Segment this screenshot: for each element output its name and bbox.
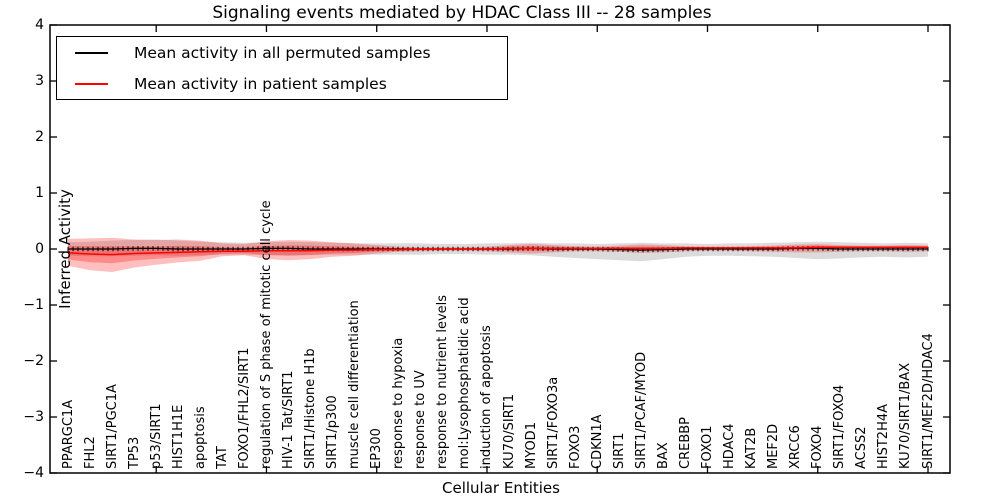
y-tick-label: −2 (23, 353, 44, 369)
x-tick-entity-label: HIST1H1E (170, 404, 186, 469)
x-tick-entity-label: EP300 (369, 428, 385, 469)
x-tick-entity-label: KU70/SIRT1/BAX (898, 362, 914, 469)
x-tick-entity-label: MYOD1 (523, 422, 539, 469)
x-tick-entity-label: HDAC4 (722, 423, 738, 469)
legend-item-permuted: Mean activity in all permuted samples (57, 38, 507, 68)
x-axis-label: Cellular Entities (442, 479, 560, 497)
legend-label: Mean activity in patient samples (134, 75, 387, 93)
x-tick-entity-label: HIST2H4A (876, 403, 892, 469)
y-tick-label: 3 (35, 73, 44, 89)
x-tick-entity-label: CDKN1A (589, 414, 605, 469)
x-tick-entity-label: BAX (655, 442, 671, 469)
red-line-swatch-icon (75, 83, 108, 85)
x-tick-entity-label: FOXO1/FHL2/SIRT1 (236, 347, 252, 469)
x-tick-entity-label: TAT (214, 446, 230, 469)
x-tick-entity-label: response to UV (413, 370, 429, 469)
x-tick-entity-label: HIV-1 Tat/SIRT1 (281, 370, 296, 469)
x-tick-entity-label: regulation of S phase of mitotic cell cy… (258, 200, 274, 469)
x-tick-entity-label: FOXO4 (810, 425, 826, 469)
x-tick-entity-label: FOXO1 (699, 425, 715, 469)
y-tick-label: 1 (35, 185, 44, 201)
y-tick-label: −4 (23, 465, 44, 481)
x-tick-entity-label: SIRT1/PCAF/MYOD (633, 351, 649, 469)
x-tick-entity-label: SIRT1/FOXO3a (545, 376, 561, 469)
x-tick-entity-label: KU70/SIRT1 (501, 394, 517, 469)
x-tick-entity-label: XRCC6 (788, 425, 804, 469)
y-tick-label: −1 (23, 297, 44, 313)
y-tick-label: −3 (23, 409, 44, 425)
x-tick-entity-label: response to hypoxia (391, 337, 407, 469)
x-tick-entity-label: SIRT1/p300 (325, 395, 341, 469)
chart-title: Signaling events mediated by HDAC Class … (212, 3, 712, 23)
x-tick-entity-label: KAT2B (744, 427, 760, 469)
x-tick-entity-label: MEF2D (766, 423, 782, 469)
x-tick-entity-label: response to nutrient levels (435, 294, 451, 469)
x-tick-entity-label: SIRT1/FOXO4 (832, 384, 848, 469)
y-tick-label: 0 (35, 241, 44, 257)
x-tick-entity-label: FOXO3 (567, 425, 583, 469)
x-tick-entity-label: SIRT1 (611, 432, 627, 469)
x-tick-entity-label: p53/SIRT1 (148, 403, 164, 469)
x-tick-entity-label: CREBBP (677, 417, 693, 469)
x-tick-entity-label: apoptosis (192, 406, 208, 469)
x-tick-entity-label: ACSS2 (854, 426, 870, 469)
x-tick-entity-label: TP53 (126, 436, 142, 469)
x-tick-entity-label: muscle cell differentiation (347, 300, 363, 469)
patient-mean-line (67, 246, 928, 256)
y-tick-label: 4 (35, 17, 44, 33)
y-tick-label: 2 (35, 129, 44, 145)
x-tick-entity-label: mol:Lysophosphatidic acid (457, 297, 473, 469)
y-axis-label: Inferred Activity (55, 189, 74, 309)
legend-item-patient: Mean activity in patient samples (57, 69, 507, 99)
x-tick-entity-label: SIRT1/MEF2D/HDAC4 (920, 333, 936, 469)
x-tick-entity-label: FHL2 (82, 436, 98, 469)
black-line-swatch-icon (75, 52, 108, 54)
x-tick-entity-label: induction of apoptosis (479, 325, 495, 469)
x-tick-entity-label: PPARGC1A (60, 399, 76, 469)
x-tick-entity-label: SIRT1/PGC1A (104, 384, 120, 469)
x-tick-entity-label: SIRT1/Histone H1b (303, 348, 319, 469)
legend: Mean activity in all permuted samples Me… (56, 36, 508, 100)
legend-label: Mean activity in all permuted samples (134, 44, 431, 62)
